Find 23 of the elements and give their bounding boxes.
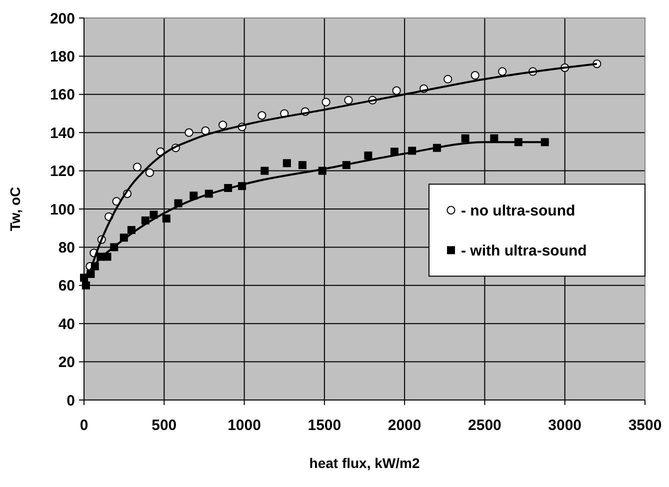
x-tick-label: 2500 bbox=[468, 417, 502, 434]
x-axis-title: heat flux, kW/m2 bbox=[309, 455, 420, 471]
y-tick-label: 120 bbox=[50, 163, 75, 180]
y-tick-label: 60 bbox=[58, 278, 75, 295]
y-tick-label: 40 bbox=[58, 316, 75, 333]
legend-label: - no ultra-sound bbox=[461, 202, 576, 220]
y-tick-label: 200 bbox=[50, 10, 75, 28]
y-tick-label: 160 bbox=[50, 86, 75, 104]
y-tick-label: 0 bbox=[66, 392, 75, 410]
legend-label: - with ultra-sound bbox=[461, 242, 587, 260]
x-tick-label: 3500 bbox=[628, 417, 662, 434]
x-tick-label: 2000 bbox=[388, 417, 422, 434]
x-tick-label: 1000 bbox=[228, 417, 261, 434]
y-tick-label: 80 bbox=[58, 239, 75, 256]
y-axis-title: Tw, oC bbox=[7, 186, 23, 232]
x-tick-label: 1500 bbox=[308, 417, 342, 434]
y-tick-label: 140 bbox=[50, 124, 75, 142]
y-tick-label: 20 bbox=[58, 354, 75, 372]
y-tick-label: 180 bbox=[50, 48, 75, 66]
x-tick-label: 3000 bbox=[548, 417, 582, 434]
x-tick-label: 500 bbox=[152, 417, 177, 434]
x-tick-label: 0 bbox=[80, 417, 88, 434]
y-tick-label: 100 bbox=[50, 201, 75, 218]
